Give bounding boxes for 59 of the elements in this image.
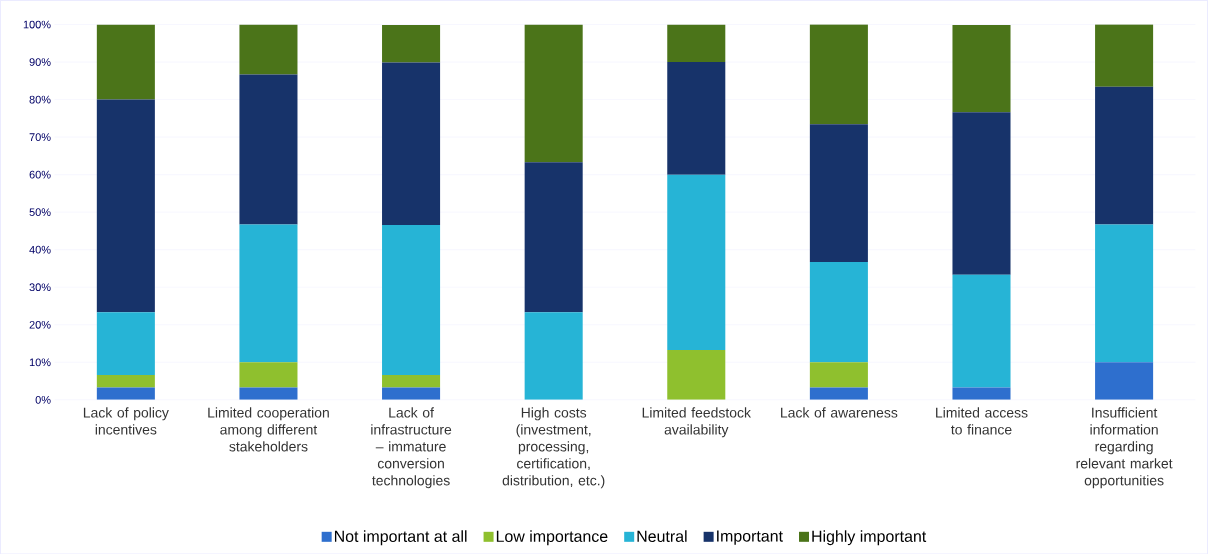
bar bbox=[96, 24, 155, 100]
bar bbox=[667, 61, 726, 175]
x-tick-label: Lack of infrastructure – immature conversion technologies bbox=[371, 407, 452, 488]
bar bbox=[96, 387, 155, 400]
bar bbox=[667, 174, 726, 350]
y-tick-label: 20% bbox=[29, 320, 51, 329]
bar bbox=[1095, 24, 1154, 87]
y-tick-label: 0% bbox=[35, 395, 51, 404]
legend-label: Not important at all bbox=[334, 530, 467, 545]
bar bbox=[952, 24, 1011, 113]
legend-label: Highly important bbox=[812, 530, 927, 545]
legend-label: Important bbox=[717, 530, 783, 545]
bar bbox=[382, 62, 441, 225]
bar bbox=[96, 99, 155, 313]
y-tick-label: 50% bbox=[29, 208, 51, 216]
bar bbox=[1095, 86, 1154, 225]
bar bbox=[96, 374, 155, 388]
bar bbox=[239, 74, 298, 225]
bar bbox=[382, 24, 441, 63]
x-tick-label: Lack of policy incentives bbox=[83, 407, 169, 435]
bar bbox=[524, 24, 583, 163]
y-tick-label: 80% bbox=[29, 95, 51, 104]
legend-label: Neutral bbox=[637, 530, 687, 542]
bar bbox=[524, 312, 583, 400]
bar bbox=[809, 362, 868, 388]
bar bbox=[809, 24, 868, 125]
bar bbox=[952, 387, 1011, 400]
bar bbox=[1095, 362, 1154, 400]
bar bbox=[382, 387, 441, 400]
bar bbox=[524, 162, 583, 313]
bar bbox=[382, 224, 441, 375]
x-tick-label: Lack of awareness bbox=[781, 407, 898, 418]
x-tick-label: Limited access to finance bbox=[936, 407, 1028, 435]
bar bbox=[239, 224, 298, 363]
y-tick-label: 40% bbox=[29, 245, 51, 254]
y-tick-label: 30% bbox=[29, 283, 51, 291]
bar bbox=[952, 112, 1011, 275]
bar bbox=[809, 261, 868, 363]
bar bbox=[382, 374, 441, 388]
bar bbox=[667, 349, 726, 400]
y-tick-label: 90% bbox=[29, 57, 51, 66]
y-tick-label: 100% bbox=[23, 20, 51, 29]
x-tick-label: Insufficient information regarding relevant market opportunities bbox=[1076, 407, 1173, 488]
bar bbox=[952, 274, 1011, 388]
bar bbox=[667, 24, 726, 62]
bar bbox=[239, 362, 298, 388]
legend-label: Low importance bbox=[496, 530, 608, 545]
y-tick-label: 10% bbox=[29, 358, 51, 366]
bar bbox=[809, 387, 868, 400]
bar bbox=[96, 312, 155, 375]
x-tick-label: Limited cooperation among different stakeholders bbox=[208, 407, 329, 452]
x-tick-label: High costs (investment, processing, certification, distribution, etc.) bbox=[502, 407, 605, 488]
bar bbox=[239, 24, 298, 75]
bar bbox=[239, 387, 298, 400]
bar bbox=[1095, 224, 1154, 363]
x-tick-label: Limited feedstock availability bbox=[642, 407, 751, 438]
y-tick-label: 70% bbox=[29, 133, 51, 141]
bar bbox=[809, 124, 868, 262]
y-tick-label: 60% bbox=[29, 170, 51, 179]
